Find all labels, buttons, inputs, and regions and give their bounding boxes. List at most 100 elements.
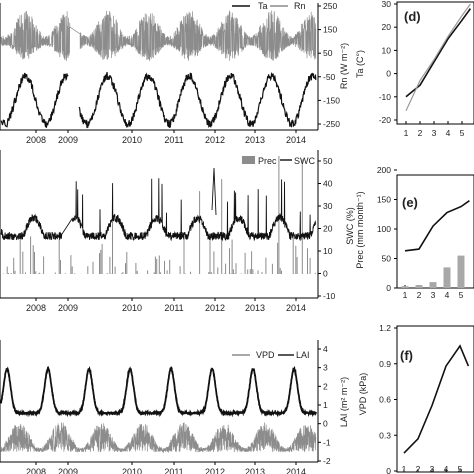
panel-f-x-tick-label: 4 — [444, 464, 449, 474]
legend-prec-swatch — [242, 156, 255, 164]
panel-a-x-tick-label: 2011 — [164, 135, 183, 145]
swc-line — [0, 178, 317, 242]
panel-f-ylabel: VPD (kPa) — [358, 373, 368, 416]
panel-a-y-tick-label: 150 — [323, 25, 337, 35]
panel-d-y-tick-label: 10 — [382, 45, 392, 55]
panel-f-tag: (f) — [400, 348, 413, 363]
panel-b-y-tick-label: 20 — [323, 224, 333, 234]
panel-b-y-ticks: 50 40 30 20 10 0 -10 — [318, 156, 336, 301]
panel-a-y-tick-label: -150 — [323, 95, 340, 105]
panel-b-y-tick-label: -10 — [323, 291, 336, 301]
panel-b-x-tick-label: 2010 — [122, 303, 142, 313]
legend-prec-label: Prec — [258, 156, 277, 166]
panel-b-x-tick-label: 2011 — [164, 303, 183, 313]
panel-a: 250 150 50 -50 -150 -250 2008 2009 2010 2011 2012… — [0, 1, 349, 145]
panel-b-x-tick-label: 2013 — [245, 303, 265, 313]
panel-d-x-tick-label: 5 — [460, 128, 465, 138]
panel-e-x-tick-label: 1 — [403, 290, 408, 300]
panel-d-y-ticks: 30 20 10 0 -10 -20 — [379, 0, 397, 125]
panel-f-line-path — [403, 344, 470, 454]
panel-c-lai-series — [0, 365, 317, 418]
panel-d-x-tick-label: 2 — [418, 128, 423, 138]
panel-b-y-tick-label: 40 — [323, 179, 333, 189]
legend-vpd-label: VPD — [256, 350, 275, 360]
panel-d-x-tick-label: 4 — [446, 128, 451, 138]
panel-e-x-tick-label: 5 — [459, 290, 464, 300]
panel-c-x-tick-label: 2011 — [164, 467, 183, 474]
panel-f-x-tick-label: 1 — [402, 464, 407, 474]
panel-a-y-tick-label: -250 — [323, 119, 340, 129]
panel-b-y-tick-label: 10 — [323, 246, 333, 256]
panel-c-y-tick-label: 3 — [323, 363, 328, 373]
panel-c-y-ticks: 4 3 2 1 0 -1 -2 — [318, 344, 331, 466]
panel-e-y-tick-label: 100 — [377, 224, 391, 234]
panel-b-swc-series — [0, 167, 317, 242]
panel-c-x-tick-label: 2012 — [205, 467, 225, 474]
panel-c-x-tick-label: 2010 — [122, 467, 142, 474]
panel-a-x-tick-label: 2012 — [205, 135, 225, 145]
panel-f-line — [403, 344, 470, 454]
panel-f-y-tick-label: 0 — [386, 466, 391, 474]
panel-b-x-tick-label: 2012 — [205, 303, 225, 313]
legend-swc-label: SWC — [294, 156, 315, 166]
panel-d-y-tick-label: 20 — [382, 22, 392, 32]
panel-d-series-line — [405, 8, 472, 98]
panel-a-x-ticks: 2008 2009 2010 2011 2012 2013 2014 — [26, 130, 306, 145]
panel-c-x-tick-label: 2013 — [245, 467, 265, 474]
rn-line — [0, 10, 317, 62]
panel-b-x-tick-label: 2009 — [58, 303, 78, 313]
legend-ta-label: Ta — [258, 1, 268, 11]
panel-e-line — [404, 200, 470, 252]
panel-d-x-tick-label: 3 — [432, 128, 437, 138]
panel-f-x-tick-label: 2 — [416, 464, 421, 474]
vpd-line — [0, 422, 317, 454]
panel-c-x-tick-label: 2008 — [26, 467, 46, 474]
panel-a-x-tick-label: 2013 — [245, 135, 265, 145]
ta-line-segment — [78, 71, 317, 129]
panel-a-ylabel: Rn (W m⁻²) — [339, 43, 349, 89]
panel-d-y-tick-label: 0 — [386, 69, 391, 79]
panel-a-x-tick-label: 2009 — [58, 135, 78, 145]
panel-c-y-tick-label: 2 — [323, 381, 328, 391]
panel-e-bar — [457, 255, 465, 288]
panel-e-bar — [401, 286, 409, 288]
legend-rn-label: Rn — [294, 1, 306, 11]
panel-f-y-ticks: 1.2 0.9 0.6 0.3 0 — [379, 323, 397, 474]
panel-a-x-tick-label: 2008 — [26, 135, 46, 145]
panel-e-x-tick-label: 3 — [431, 290, 436, 300]
panel-c-y-tick-label: 0 — [323, 419, 328, 429]
panel-a-y-ticks: 250 150 50 -50 -150 -250 — [318, 1, 340, 129]
panel-c: 4 3 2 1 0 -1 -2 2008 2009 2010 2011 2012 2013 2014 V… — [0, 340, 349, 474]
panel-c-y-tick-label: -1 — [323, 437, 331, 447]
panel-e-y-tick-label: 50 — [382, 254, 392, 264]
panel-e-y-tick-label: 150 — [377, 195, 391, 205]
panel-d-series — [405, 3, 472, 111]
panel-a-x-tick-label: 2014 — [286, 135, 306, 145]
panel-f-y-tick-label: 1.2 — [379, 323, 391, 333]
panel-c-ylabel: LAI (m² m⁻²) — [339, 377, 349, 427]
panel-e-x-tick-label: 4 — [445, 290, 450, 300]
ta-line-segment — [0, 72, 69, 128]
legend-lai-label: LAI — [296, 350, 310, 360]
panel-d-frame — [396, 1, 474, 125]
panel-d-y-tick-label: 30 — [382, 0, 392, 9]
panel-c-x-ticks: 2008 2009 2010 2011 2012 2013 2014 — [26, 462, 306, 474]
panel-e-bar — [443, 267, 451, 288]
panel-f-y-tick-label: 0.9 — [379, 359, 391, 369]
panel-b-y-tick-label: 30 — [323, 201, 333, 211]
panel-c-vpd-series — [0, 422, 317, 454]
panel-c-x-tick-label: 2014 — [286, 467, 306, 474]
panel-c-y-tick-label: -2 — [323, 456, 331, 466]
panel-d-tag: (d) — [404, 9, 421, 24]
panel-d-x-tick-label: 1 — [404, 128, 409, 138]
panel-a-y-tick-label: -50 — [323, 72, 336, 82]
panel-e-x-tick-label: 2 — [417, 290, 422, 300]
panel-e-tag: (e) — [402, 195, 418, 210]
